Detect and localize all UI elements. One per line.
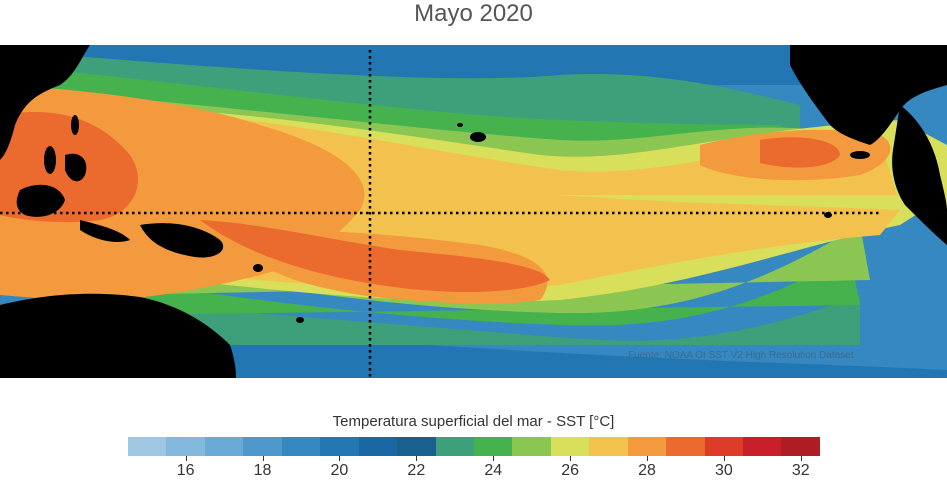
colorbar-swatch [512, 437, 551, 456]
colorbar-ticks: 16 18 20 22 24 26 28 30 32 [128, 456, 820, 480]
colorbar-tick-mark [723, 456, 725, 461]
colorbar-tick-label: 26 [561, 462, 579, 479]
colorbar-tick-label: 30 [714, 462, 733, 479]
colorbar-swatch [666, 437, 705, 456]
colorbar-tick-mark [570, 456, 572, 461]
colorbar-label: Temperatura superficial del mar - SST [°… [332, 413, 615, 430]
colorbar-swatch [435, 437, 474, 456]
land-island-1 [44, 146, 56, 174]
map-title: Mayo 2020 [414, 0, 533, 27]
sst-map [0, 45, 947, 378]
colorbar-swatch [204, 437, 244, 456]
colorbar-swatch [743, 437, 782, 456]
land-mexico-central [892, 105, 947, 245]
colorbar-swatch [243, 437, 282, 456]
colorbar-swatch [704, 437, 743, 456]
colorbar-swatch [550, 437, 590, 456]
colorbar-swatch [128, 437, 167, 456]
land-north-america [790, 45, 947, 145]
colorbar-swatch [473, 437, 513, 456]
colorbar-tick-label: 24 [484, 462, 503, 479]
land-australia [0, 293, 236, 378]
colorbar-tick-label: 18 [253, 462, 272, 479]
colorbar-swatch [627, 437, 667, 456]
colorbar-tick-mark [339, 456, 341, 461]
land-island-3 [253, 264, 263, 272]
colorbar-tick-mark [185, 456, 187, 461]
land-island-6 [457, 123, 463, 127]
colorbar-tick-label: 16 [176, 462, 195, 479]
land-indonesia-2 [65, 153, 87, 182]
colorbar-tick-mark [800, 456, 802, 461]
sst-field [0, 45, 947, 378]
colorbar-tick-label: 20 [330, 462, 349, 479]
colorbar-swatch [166, 437, 205, 456]
land-asia [0, 45, 90, 160]
colorbar-tick-mark [493, 456, 495, 461]
land-indonesia-1 [16, 184, 65, 217]
colorbar-swatch [281, 437, 321, 456]
sst-band-south-teal [130, 295, 860, 345]
sst-band-red-central [200, 220, 550, 292]
land-island-7 [850, 151, 870, 159]
land-new-guinea [140, 223, 224, 258]
colorbar-tick-label: 22 [407, 462, 426, 479]
sst-band-south-lightgreen [110, 225, 870, 314]
sst-band-south-green [120, 255, 860, 326]
sst-band-red-east [760, 137, 840, 168]
colorbar-swatch [589, 437, 628, 456]
colorbar-tick-label: 28 [638, 462, 656, 479]
colorbar-tick-mark [262, 456, 264, 461]
colorbar-tick-mark [647, 456, 648, 461]
land-island-5 [470, 132, 486, 142]
colorbar-tick-label: 32 [791, 462, 810, 479]
data-source-credit: Fuente: NOAA OI SST V2 High Resolution D… [628, 350, 854, 361]
land-indonesia-3 [80, 220, 130, 242]
land-island-2 [71, 115, 79, 135]
colorbar-swatch [320, 437, 359, 456]
colorbar-swatch [397, 437, 436, 456]
land-masses [0, 45, 947, 378]
colorbar-swatch [358, 437, 398, 456]
colorbar-swatch [781, 437, 820, 456]
colorbar-tick-mark [416, 456, 418, 461]
land-island-4 [296, 317, 304, 323]
colorbar [128, 437, 820, 456]
